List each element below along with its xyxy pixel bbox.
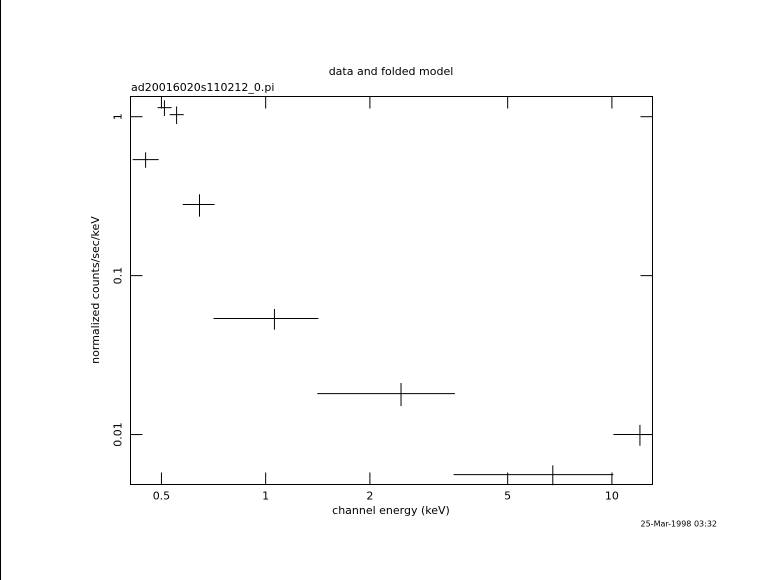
chart-subtitle: ad20016020s110212_0.pi <box>131 81 274 94</box>
timestamp: 25-Mar-1998 03:32 <box>641 520 718 529</box>
plot-frame <box>130 96 653 485</box>
x-axis-label: channel energy (keV) <box>332 504 450 517</box>
y-tick-label: 0.1 <box>112 267 125 285</box>
y-tick-label: 1 <box>112 113 125 120</box>
x-tick-label: 10 <box>605 490 619 503</box>
y-tick-label: 0.01 <box>112 422 125 447</box>
x-tick-label: 0.5 <box>153 490 171 503</box>
x-tick-label: 5 <box>504 490 511 503</box>
chart-title: data and folded model <box>329 65 454 78</box>
x-tick-label: 2 <box>366 490 373 503</box>
x-tick-label: 1 <box>262 490 269 503</box>
y-axis-label: normalized counts/sec/keV <box>89 216 102 364</box>
